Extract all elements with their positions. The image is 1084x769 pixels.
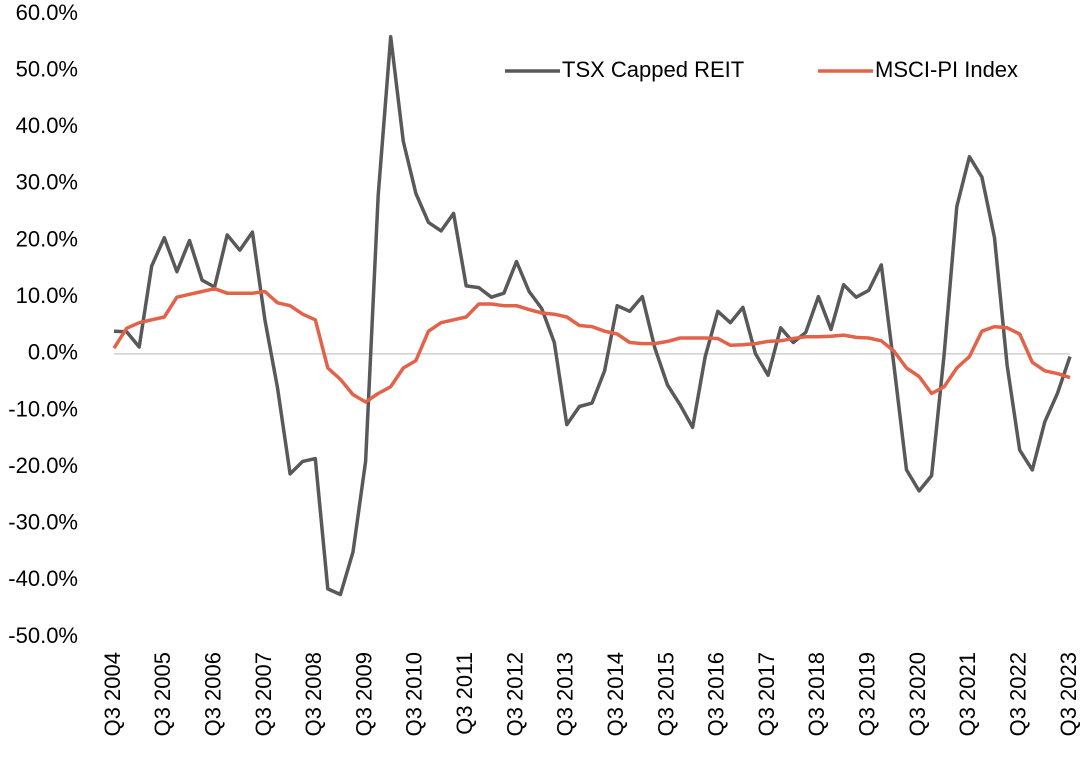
x-tick-label: Q3 2015: [653, 652, 678, 736]
x-tick-label: Q3 2018: [804, 652, 829, 736]
x-tick-label: Q3 2005: [150, 652, 175, 736]
x-tick-label: Q3 2014: [603, 652, 628, 736]
y-tick-label: 10.0%: [16, 283, 78, 308]
y-tick-label: -50.0%: [8, 623, 78, 648]
x-tick-label: Q3 2006: [200, 652, 225, 736]
x-tick-label: Q3 2008: [301, 652, 326, 736]
legend-label: MSCI-PI Index: [875, 57, 1018, 82]
y-tick-label: -20.0%: [8, 453, 78, 478]
x-tick-label: Q3 2007: [251, 652, 276, 736]
x-tick-label: Q3 2013: [553, 652, 578, 736]
y-tick-label: -40.0%: [8, 566, 78, 591]
series-line: [112, 286, 1071, 404]
x-tick-label: Q3 2011: [452, 652, 477, 735]
x-tick-label: Q3 2023: [1056, 652, 1081, 736]
legend-label: TSX Capped REIT: [562, 57, 744, 82]
y-tick-label: -30.0%: [8, 510, 78, 535]
y-tick-label: 0.0%: [28, 340, 78, 365]
series-line: [113, 34, 1072, 597]
x-tick-label: Q3 2020: [905, 652, 930, 736]
x-tick-label: Q3 2021: [955, 652, 980, 736]
x-tick-label: Q3 2009: [351, 652, 376, 736]
x-tick-label: Q3 2010: [402, 652, 427, 736]
x-tick-label: Q3 2016: [704, 652, 729, 736]
y-tick-label: -10.0%: [8, 396, 78, 421]
x-tick-label: Q3 2004: [100, 652, 125, 736]
y-tick-label: 30.0%: [16, 170, 78, 195]
y-tick-label: 20.0%: [16, 226, 78, 251]
x-tick-label: Q3 2017: [754, 652, 779, 736]
x-tick-label: Q3 2012: [502, 652, 527, 736]
y-tick-label: 40.0%: [16, 113, 78, 138]
y-tick-label: 60.0%: [16, 0, 78, 25]
x-tick-label: Q3 2022: [1005, 652, 1030, 736]
x-tick-label: Q3 2019: [855, 652, 880, 736]
y-tick-label: 50.0%: [16, 56, 78, 81]
